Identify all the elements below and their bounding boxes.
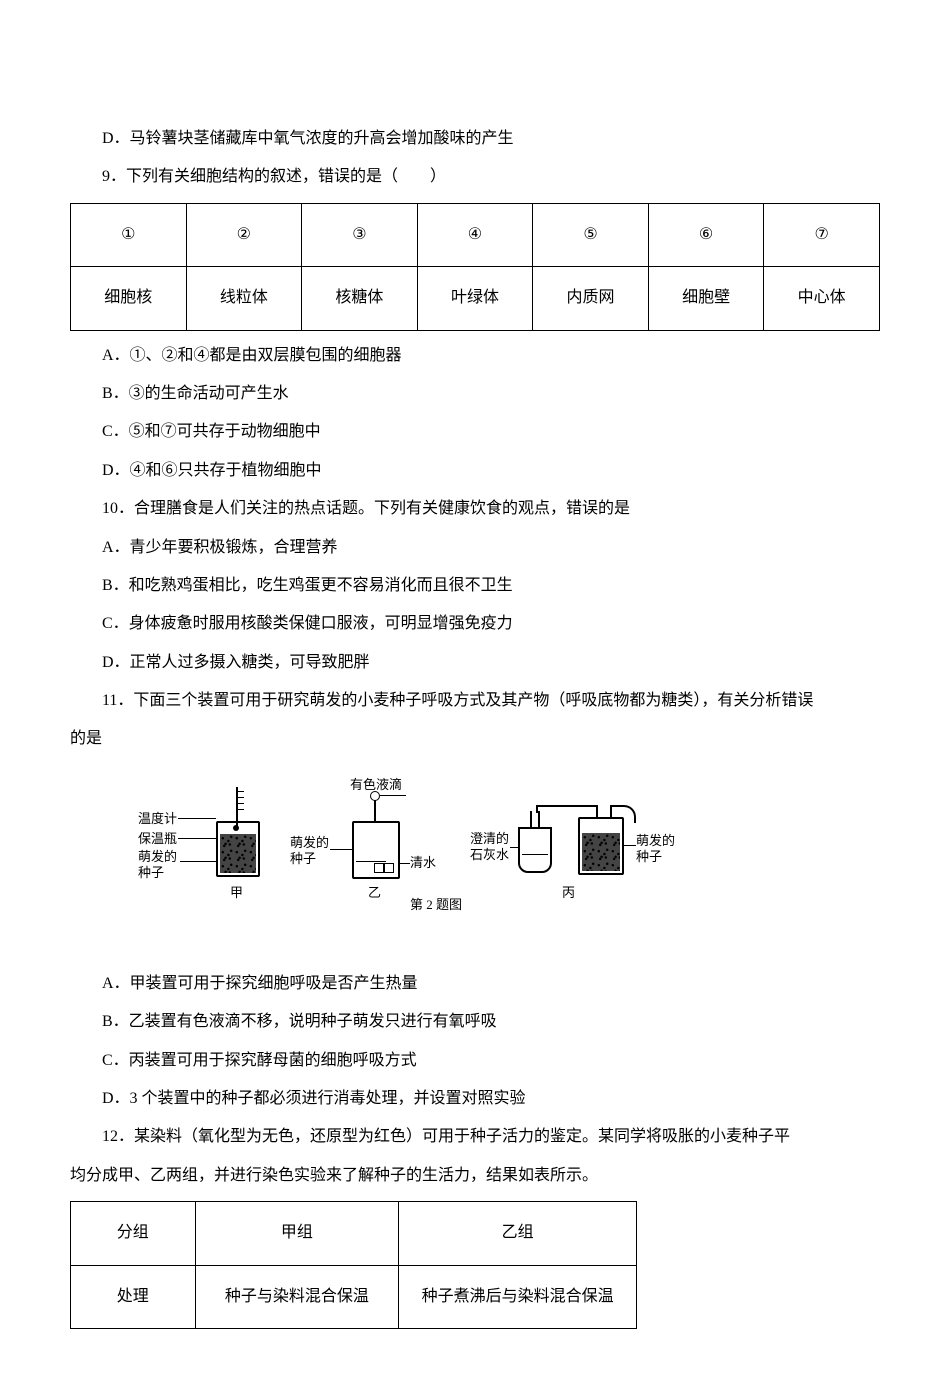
- q9-prompt: 9．下列有关细胞结构的叙述，错误的是（ ）: [70, 158, 880, 196]
- q9-c6: 细胞壁: [648, 267, 764, 330]
- q12-table: 分组 甲组 乙组 处理 种子与染料混合保温 种子煮沸后与染料混合保温: [70, 1201, 637, 1329]
- label-seeds-a1: 萌发的: [138, 849, 177, 865]
- label-seeds-a2: 萌发的: [290, 835, 329, 851]
- label-lime-a: 澄清的: [470, 831, 509, 847]
- label-seeds-b1: 种子: [138, 865, 164, 881]
- label-water: 清水: [410, 855, 436, 871]
- q10-option-a: A．青少年要积极锻炼，合理营养: [70, 529, 880, 567]
- label-seeds-b3: 种子: [636, 849, 662, 865]
- q9-h6: ⑥: [648, 203, 764, 266]
- q12-prompt-a: 12．某染料（氧化型为无色，还原型为红色）可用于种子活力的鉴定。某同学将吸胀的小…: [70, 1118, 880, 1156]
- label-dye: 有色液滴: [350, 777, 402, 793]
- label-seeds-a3: 萌发的: [636, 833, 675, 849]
- label-bing: 丙: [562, 885, 575, 901]
- label-jia: 甲: [230, 885, 243, 901]
- label-thermometer: 温度计: [138, 811, 177, 827]
- table-row: 处理 种子与染料混合保温 种子煮沸后与染料混合保温: [71, 1265, 637, 1328]
- q12-r2c1: 处理: [71, 1265, 196, 1328]
- q9-h4: ④: [417, 203, 533, 266]
- label-thermos: 保温瓶: [138, 831, 177, 847]
- label-seeds-b2: 种子: [290, 851, 316, 867]
- q11-option-a: A．甲装置可用于探究细胞呼吸是否产生热量: [70, 965, 880, 1003]
- label-yi: 乙: [368, 885, 381, 901]
- flask-bing: [578, 817, 624, 875]
- flask-yi: [352, 821, 400, 879]
- q9-c3: 核糖体: [302, 267, 418, 330]
- q9-c4: 叶绿体: [417, 267, 533, 330]
- q10-option-c: C．身体疲惫时服用核酸类保健口服液，可明显增强免疫力: [70, 605, 880, 643]
- q11-diagram: 温度计 保温瓶 萌发的 种子 甲 有色液滴 萌发的 种子 清水 乙 第 2 题图…: [130, 777, 690, 947]
- q9-c7: 中心体: [764, 267, 880, 330]
- q11-prompt-a: 11．下面三个装置可用于研究萌发的小麦种子呼吸方式及其产物（呼吸底物都为糖类），…: [70, 682, 880, 720]
- q11-option-d: D．3 个装置中的种子都必须进行消毒处理，并设置对照实验: [70, 1080, 880, 1118]
- q9-table: ① ② ③ ④ ⑤ ⑥ ⑦ 细胞核 线粒体 核糖体 叶绿体 内质网 细胞壁 中心…: [70, 203, 880, 331]
- q9-c1: 细胞核: [71, 267, 187, 330]
- flask-lime: [518, 827, 552, 873]
- q9-h7: ⑦: [764, 203, 880, 266]
- q9-option-d: D．④和⑥只共存于植物细胞中: [70, 452, 880, 490]
- q12-r1c3: 乙组: [399, 1202, 637, 1265]
- q9-h2: ②: [186, 203, 302, 266]
- q9-c2: 线粒体: [186, 267, 302, 330]
- q10-prompt: 10．合理膳食是人们关注的热点话题。下列有关健康饮食的观点，错误的是: [70, 490, 880, 528]
- q12-r2c2: 种子与染料混合保温: [195, 1265, 399, 1328]
- q10-option-d: D．正常人过多摄入糖类，可导致肥胖: [70, 644, 880, 682]
- thermometer-bulb: [233, 825, 239, 831]
- q11-option-c: C．丙装置可用于探究酵母菌的细胞呼吸方式: [70, 1042, 880, 1080]
- q9-h3: ③: [302, 203, 418, 266]
- table-row: ① ② ③ ④ ⑤ ⑥ ⑦: [71, 203, 880, 266]
- q10-option-b: B．和吃熟鸡蛋相比，吃生鸡蛋更不容易消化而且很不卫生: [70, 567, 880, 605]
- q12-r1c2: 甲组: [195, 1202, 399, 1265]
- q11-prompt-b: 的是: [70, 720, 880, 758]
- q9-h5: ⑤: [533, 203, 649, 266]
- q9-option-a: A．①、②和④都是由双层膜包围的细胞器: [70, 337, 880, 375]
- q9-option-c: C．⑤和⑦可共存于动物细胞中: [70, 413, 880, 451]
- q9-h1: ①: [71, 203, 187, 266]
- q12-r1c1: 分组: [71, 1202, 196, 1265]
- table-row: 细胞核 线粒体 核糖体 叶绿体 内质网 细胞壁 中心体: [71, 267, 880, 330]
- q12-r2c3: 种子煮沸后与染料混合保温: [399, 1265, 637, 1328]
- q9-option-b: B．③的生命活动可产生水: [70, 375, 880, 413]
- thermometer-stem: [236, 787, 238, 827]
- q11-option-b: B．乙装置有色液滴不移，说明种子萌发只进行有氧呼吸: [70, 1003, 880, 1041]
- q12-prompt-b: 均分成甲、乙两组，并进行染色实验来了解种子的生活力，结果如表所示。: [70, 1157, 880, 1195]
- label-figure: 第 2 题图: [410, 897, 462, 913]
- q9-c5: 内质网: [533, 267, 649, 330]
- label-lime-b: 石灰水: [470, 847, 509, 863]
- table-row: 分组 甲组 乙组: [71, 1202, 637, 1265]
- q8-option-d: D．马铃薯块茎储藏库中氧气浓度的升高会增加酸味的产生: [70, 120, 880, 158]
